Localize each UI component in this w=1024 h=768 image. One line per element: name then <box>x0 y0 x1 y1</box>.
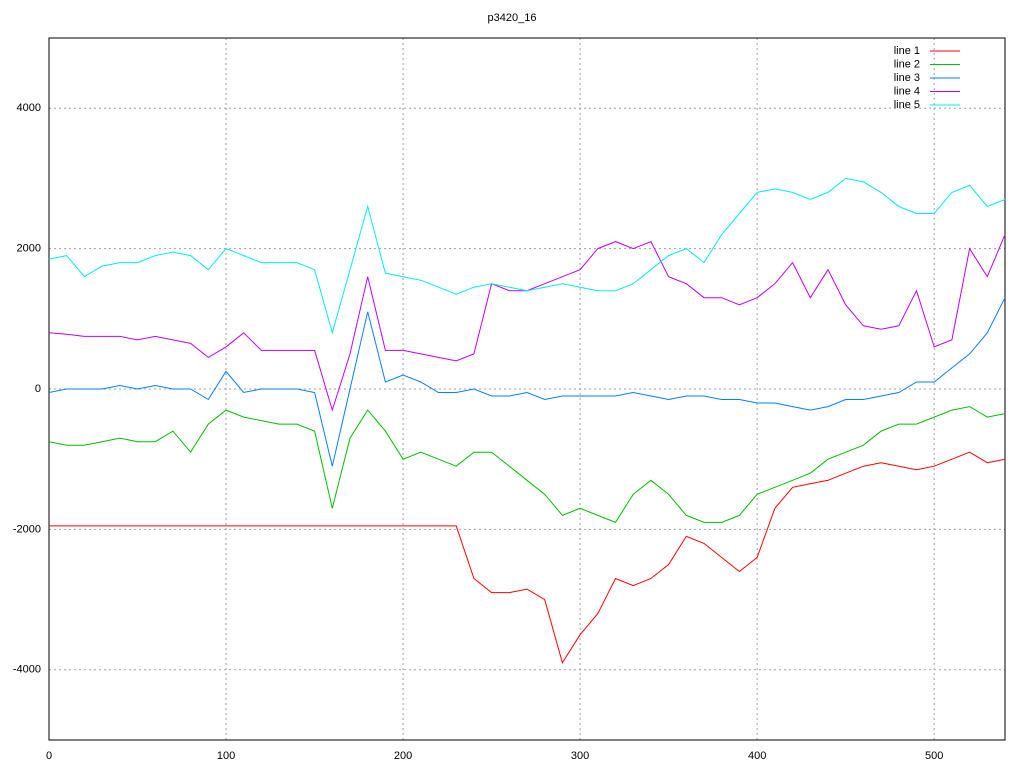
legend-label: line 3 <box>894 72 920 84</box>
x-tick-label: 300 <box>571 750 589 762</box>
y-tick-label: -2000 <box>13 523 41 535</box>
x-tick-label: 400 <box>748 750 766 762</box>
y-tick-label: 0 <box>35 383 41 395</box>
legend-label: line 2 <box>894 58 920 70</box>
x-tick-label: 500 <box>925 750 943 762</box>
y-tick-label: 4000 <box>17 102 41 114</box>
line <box>49 451 1006 665</box>
line <box>48 406 1006 524</box>
y-tick-label: -4000 <box>13 664 41 676</box>
legend-label: line 5 <box>894 99 920 111</box>
x-tick-label: 0 <box>46 750 52 762</box>
x-tick-label: 200 <box>394 750 412 762</box>
line <box>48 297 1006 467</box>
chart-title: p3420_16 <box>488 12 537 24</box>
legend-label: line 4 <box>894 85 920 97</box>
x-tick-label: 100 <box>217 750 235 762</box>
line <box>48 177 1006 335</box>
plot-frame <box>48 37 1006 741</box>
legend-label: line 1 <box>894 45 920 57</box>
y-tick-label: 2000 <box>17 243 41 255</box>
line <box>48 234 1006 412</box>
